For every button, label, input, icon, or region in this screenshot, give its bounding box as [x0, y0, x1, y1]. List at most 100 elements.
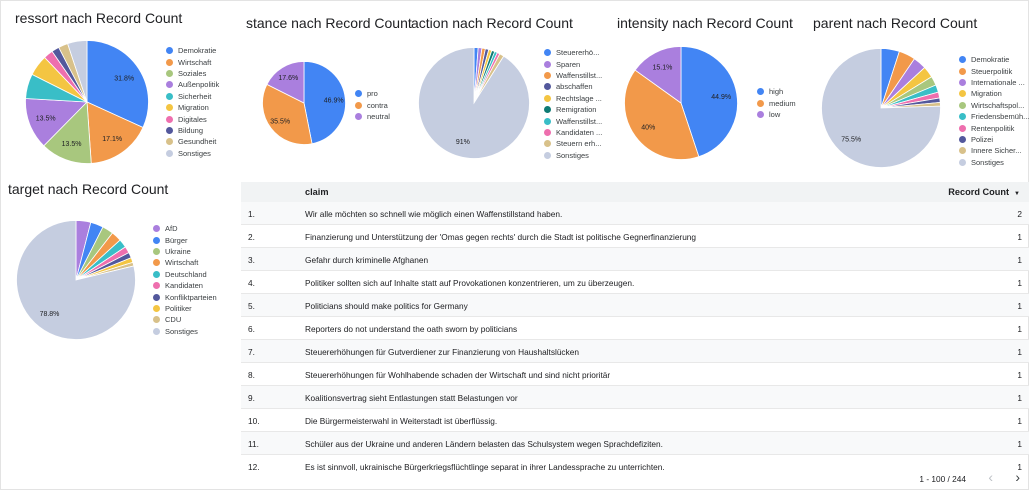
legend-item[interactable]: Kandidaten [153, 280, 217, 291]
legend-item[interactable]: Wirtschaft [166, 56, 219, 67]
table-row[interactable]: 1. Wir alle möchten so schnell wie möglic… [241, 202, 1029, 225]
legend-item[interactable]: Politiker [153, 303, 217, 314]
legend-item[interactable]: Internationale ... [959, 77, 1029, 88]
legend-item[interactable]: Konfliktparteien [153, 291, 217, 302]
previous-page-icon[interactable]: ‹ [988, 469, 993, 485]
legend-item[interactable]: Sonstiges [166, 148, 219, 159]
pie-chart-target[interactable]: 78.8% [16, 220, 136, 340]
record-count-cell: 1 [1017, 370, 1022, 380]
legend-item[interactable]: Bürger [153, 234, 217, 245]
pie-slice[interactable] [821, 48, 941, 168]
pie-chart-parent[interactable]: 75.5% [821, 48, 941, 168]
legend-label: medium [769, 98, 796, 108]
column-header-record-count[interactable]: Record Count ▼ [948, 187, 1020, 197]
legend-item[interactable]: Migration [959, 88, 1029, 99]
legend-item[interactable]: Außenpolitik [166, 79, 219, 90]
legend-item[interactable]: low [757, 109, 796, 120]
legend-item[interactable]: AfD [153, 223, 217, 234]
legend-item[interactable]: Rechtslage ... [544, 93, 602, 104]
legend-swatch [166, 92, 173, 100]
legend-item[interactable]: Wirtschaft [153, 257, 217, 268]
pie-slice[interactable] [86, 101, 144, 164]
table-row[interactable]: 7. Steuererhöhungen für Gutverdiener zur … [241, 340, 1029, 363]
pie-slice[interactable] [680, 46, 738, 158]
legend-item[interactable]: Polizei [959, 134, 1029, 145]
legend-item[interactable]: Rentenpolitik [959, 122, 1029, 133]
pie-slice[interactable] [67, 40, 88, 103]
legend-item[interactable]: Kandidaten ... [544, 127, 602, 138]
pie-chart-stance[interactable]: 46.9% 35.5% 17.6% [252, 61, 366, 145]
table-row[interactable]: 12. Es ist sinnvoll, ukrainische Bürgerkr… [241, 455, 1029, 477]
table-row[interactable]: 5. Politicians should make politics for G… [241, 294, 1029, 317]
legend-item[interactable]: Steuern erh... [544, 138, 602, 149]
legend-item[interactable]: CDU [153, 314, 217, 325]
claim-cell: Steuererhöhungen für Gutverdiener zur Fi… [305, 347, 579, 357]
row-index: 8. [248, 370, 255, 380]
record-count-cell: 1 [1017, 232, 1022, 242]
pie-slice[interactable] [86, 40, 149, 129]
pie-slice[interactable] [303, 61, 346, 145]
legend-label: Wirtschaftspol... [971, 100, 1025, 110]
legend-item[interactable]: Sonstiges [544, 150, 602, 161]
legend-label: Kandidaten [165, 281, 203, 291]
table-row[interactable]: 6. Reporters do not understand the oath s… [241, 317, 1029, 340]
legend-item[interactable]: Innere Sicher... [959, 145, 1029, 156]
column-header-claim[interactable]: claim [305, 187, 329, 197]
legend-item[interactable]: Ukraine [153, 246, 217, 257]
table-row[interactable]: 11. Schüler aus der Ukraine und anderen L… [241, 432, 1029, 455]
pie-slice[interactable] [418, 47, 530, 159]
record-count-cell: 1 [1017, 301, 1022, 311]
next-page-icon[interactable]: › [1015, 469, 1020, 485]
legend-label: Bürger [165, 235, 188, 245]
legend-item[interactable]: Waffenstillst... [544, 115, 602, 126]
pie-slice[interactable] [634, 46, 682, 104]
legend-item[interactable]: Sparen [544, 58, 602, 69]
legend-swatch [544, 83, 551, 91]
legend-item[interactable]: Sonstiges [153, 326, 217, 337]
table-row[interactable]: 4. Politiker sollten sich auf Inhalte sta… [241, 271, 1029, 294]
legend-label: Steuerpolitik [971, 66, 1013, 76]
pie-slice[interactable] [624, 69, 700, 160]
legend-item[interactable]: Deutschland [153, 269, 217, 280]
legend-item[interactable]: Digitales [166, 113, 219, 124]
legend-item[interactable]: contra [355, 99, 390, 110]
legend-item[interactable]: Friedensbemüh... [959, 111, 1029, 122]
legend-item[interactable]: Bildung [166, 125, 219, 136]
legend-swatch [544, 151, 551, 159]
table-row[interactable]: 10. Die Bürgermeisterwahl in Weiterstadt … [241, 409, 1029, 432]
legend-item[interactable]: Sonstiges [959, 157, 1029, 168]
legend-swatch [355, 90, 362, 98]
legend-item[interactable]: Migration [166, 102, 219, 113]
legend-item[interactable]: Waffenstillst... [544, 70, 602, 81]
pie-slice-label: 17.6% [278, 75, 298, 82]
pie-chart-intensity[interactable]: 44.9% 40% 15.1% [624, 46, 738, 160]
legend-item[interactable]: Soziales [166, 68, 219, 79]
legend-item[interactable]: Steuererhö... [544, 47, 602, 58]
legend-item[interactable]: high [757, 86, 796, 97]
pie-chart-ressort[interactable]: 31.8% 17.1% 13.5% 13.5% [25, 40, 149, 164]
legend-label: Rechtslage ... [556, 93, 602, 103]
legend-item[interactable]: Demokratie [959, 54, 1029, 65]
legend-item[interactable]: medium [757, 97, 796, 108]
record-count-cell: 2 [1017, 209, 1022, 219]
pie-slice[interactable] [262, 83, 313, 145]
pie-chart-action[interactable]: 91% [418, 47, 530, 159]
legend-swatch [166, 115, 173, 123]
legend-item[interactable]: Remigration [544, 104, 602, 115]
legend-item[interactable]: Demokratie [166, 45, 219, 56]
legend-item[interactable]: Steuerpolitik [959, 65, 1029, 76]
legend-item[interactable]: pro [355, 88, 390, 99]
table-row[interactable]: 2. Finanzierung und Unterstützung der 'Om… [241, 225, 1029, 248]
legend-swatch [153, 293, 160, 301]
legend-item[interactable]: Gesundheit [166, 136, 219, 147]
legend-item[interactable]: Sicherheit [166, 91, 219, 102]
legend-item[interactable]: neutral [355, 111, 390, 122]
legend-item[interactable]: Wirtschaftspol... [959, 100, 1029, 111]
table-row[interactable]: 9. Koalitionsvertrag sieht Entlastungen s… [241, 386, 1029, 409]
legend-label: Soziales [178, 68, 207, 78]
table-row[interactable]: 3. Gefahr durch kriminelle Afghanen 1 [241, 248, 1029, 271]
table-row[interactable]: 8. Steuererhöhungen für Wohlhabende schad… [241, 363, 1029, 386]
pie-slice[interactable] [16, 220, 136, 340]
pie-slice[interactable] [266, 61, 305, 104]
legend-item[interactable]: abschaffen [544, 81, 602, 92]
